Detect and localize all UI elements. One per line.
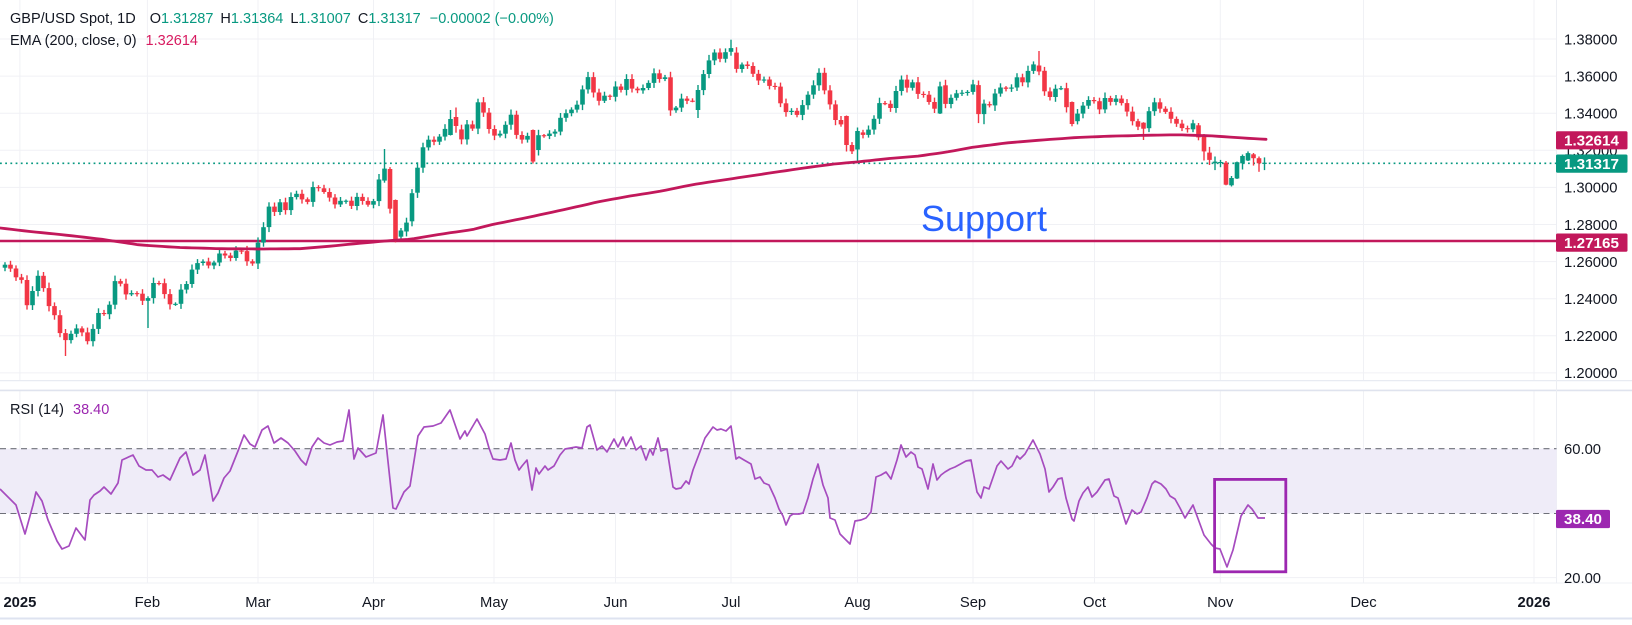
svg-text:Jun: Jun [604, 595, 628, 611]
svg-text:Oct: Oct [1083, 595, 1106, 611]
svg-text:1.34000: 1.34000 [1564, 107, 1618, 123]
svg-text:Mar: Mar [245, 595, 271, 611]
svg-text:Feb: Feb [135, 595, 161, 611]
svg-text:60.00: 60.00 [1564, 442, 1601, 458]
svg-text:Sep: Sep [960, 595, 986, 611]
svg-text:1.24000: 1.24000 [1564, 292, 1618, 308]
svg-text:2026: 2026 [1518, 595, 1551, 611]
svg-text:Aug: Aug [844, 595, 870, 611]
svg-text:1.20000: 1.20000 [1564, 366, 1618, 382]
svg-text:1.22000: 1.22000 [1564, 329, 1618, 345]
svg-text:Jul: Jul [722, 595, 741, 611]
svg-text:1.26000: 1.26000 [1564, 255, 1618, 271]
svg-text:Dec: Dec [1350, 595, 1377, 611]
svg-text:1.32614: 1.32614 [1564, 133, 1619, 150]
svg-text:38.40: 38.40 [1564, 511, 1602, 528]
svg-text:1.36000: 1.36000 [1564, 69, 1618, 85]
svg-text:Nov: Nov [1207, 595, 1234, 611]
svg-text:20.00: 20.00 [1564, 571, 1601, 587]
svg-text:Apr: Apr [362, 595, 385, 611]
svg-text:EMA (200, close, 0)1.32614: EMA (200, close, 0) 1.32614 [10, 33, 198, 49]
svg-text:May: May [480, 595, 509, 611]
svg-text:1.28000: 1.28000 [1564, 218, 1618, 234]
svg-text:2025: 2025 [3, 595, 36, 611]
svg-text:Support: Support [921, 198, 1047, 239]
svg-text:1.31317: 1.31317 [1564, 156, 1619, 173]
svg-text:1.30000: 1.30000 [1564, 181, 1618, 197]
svg-text:1.38000: 1.38000 [1564, 32, 1618, 48]
svg-text:1.27165: 1.27165 [1564, 235, 1619, 252]
svg-text:RSI (14)38.40: RSI (14) 38.40 [10, 402, 109, 418]
